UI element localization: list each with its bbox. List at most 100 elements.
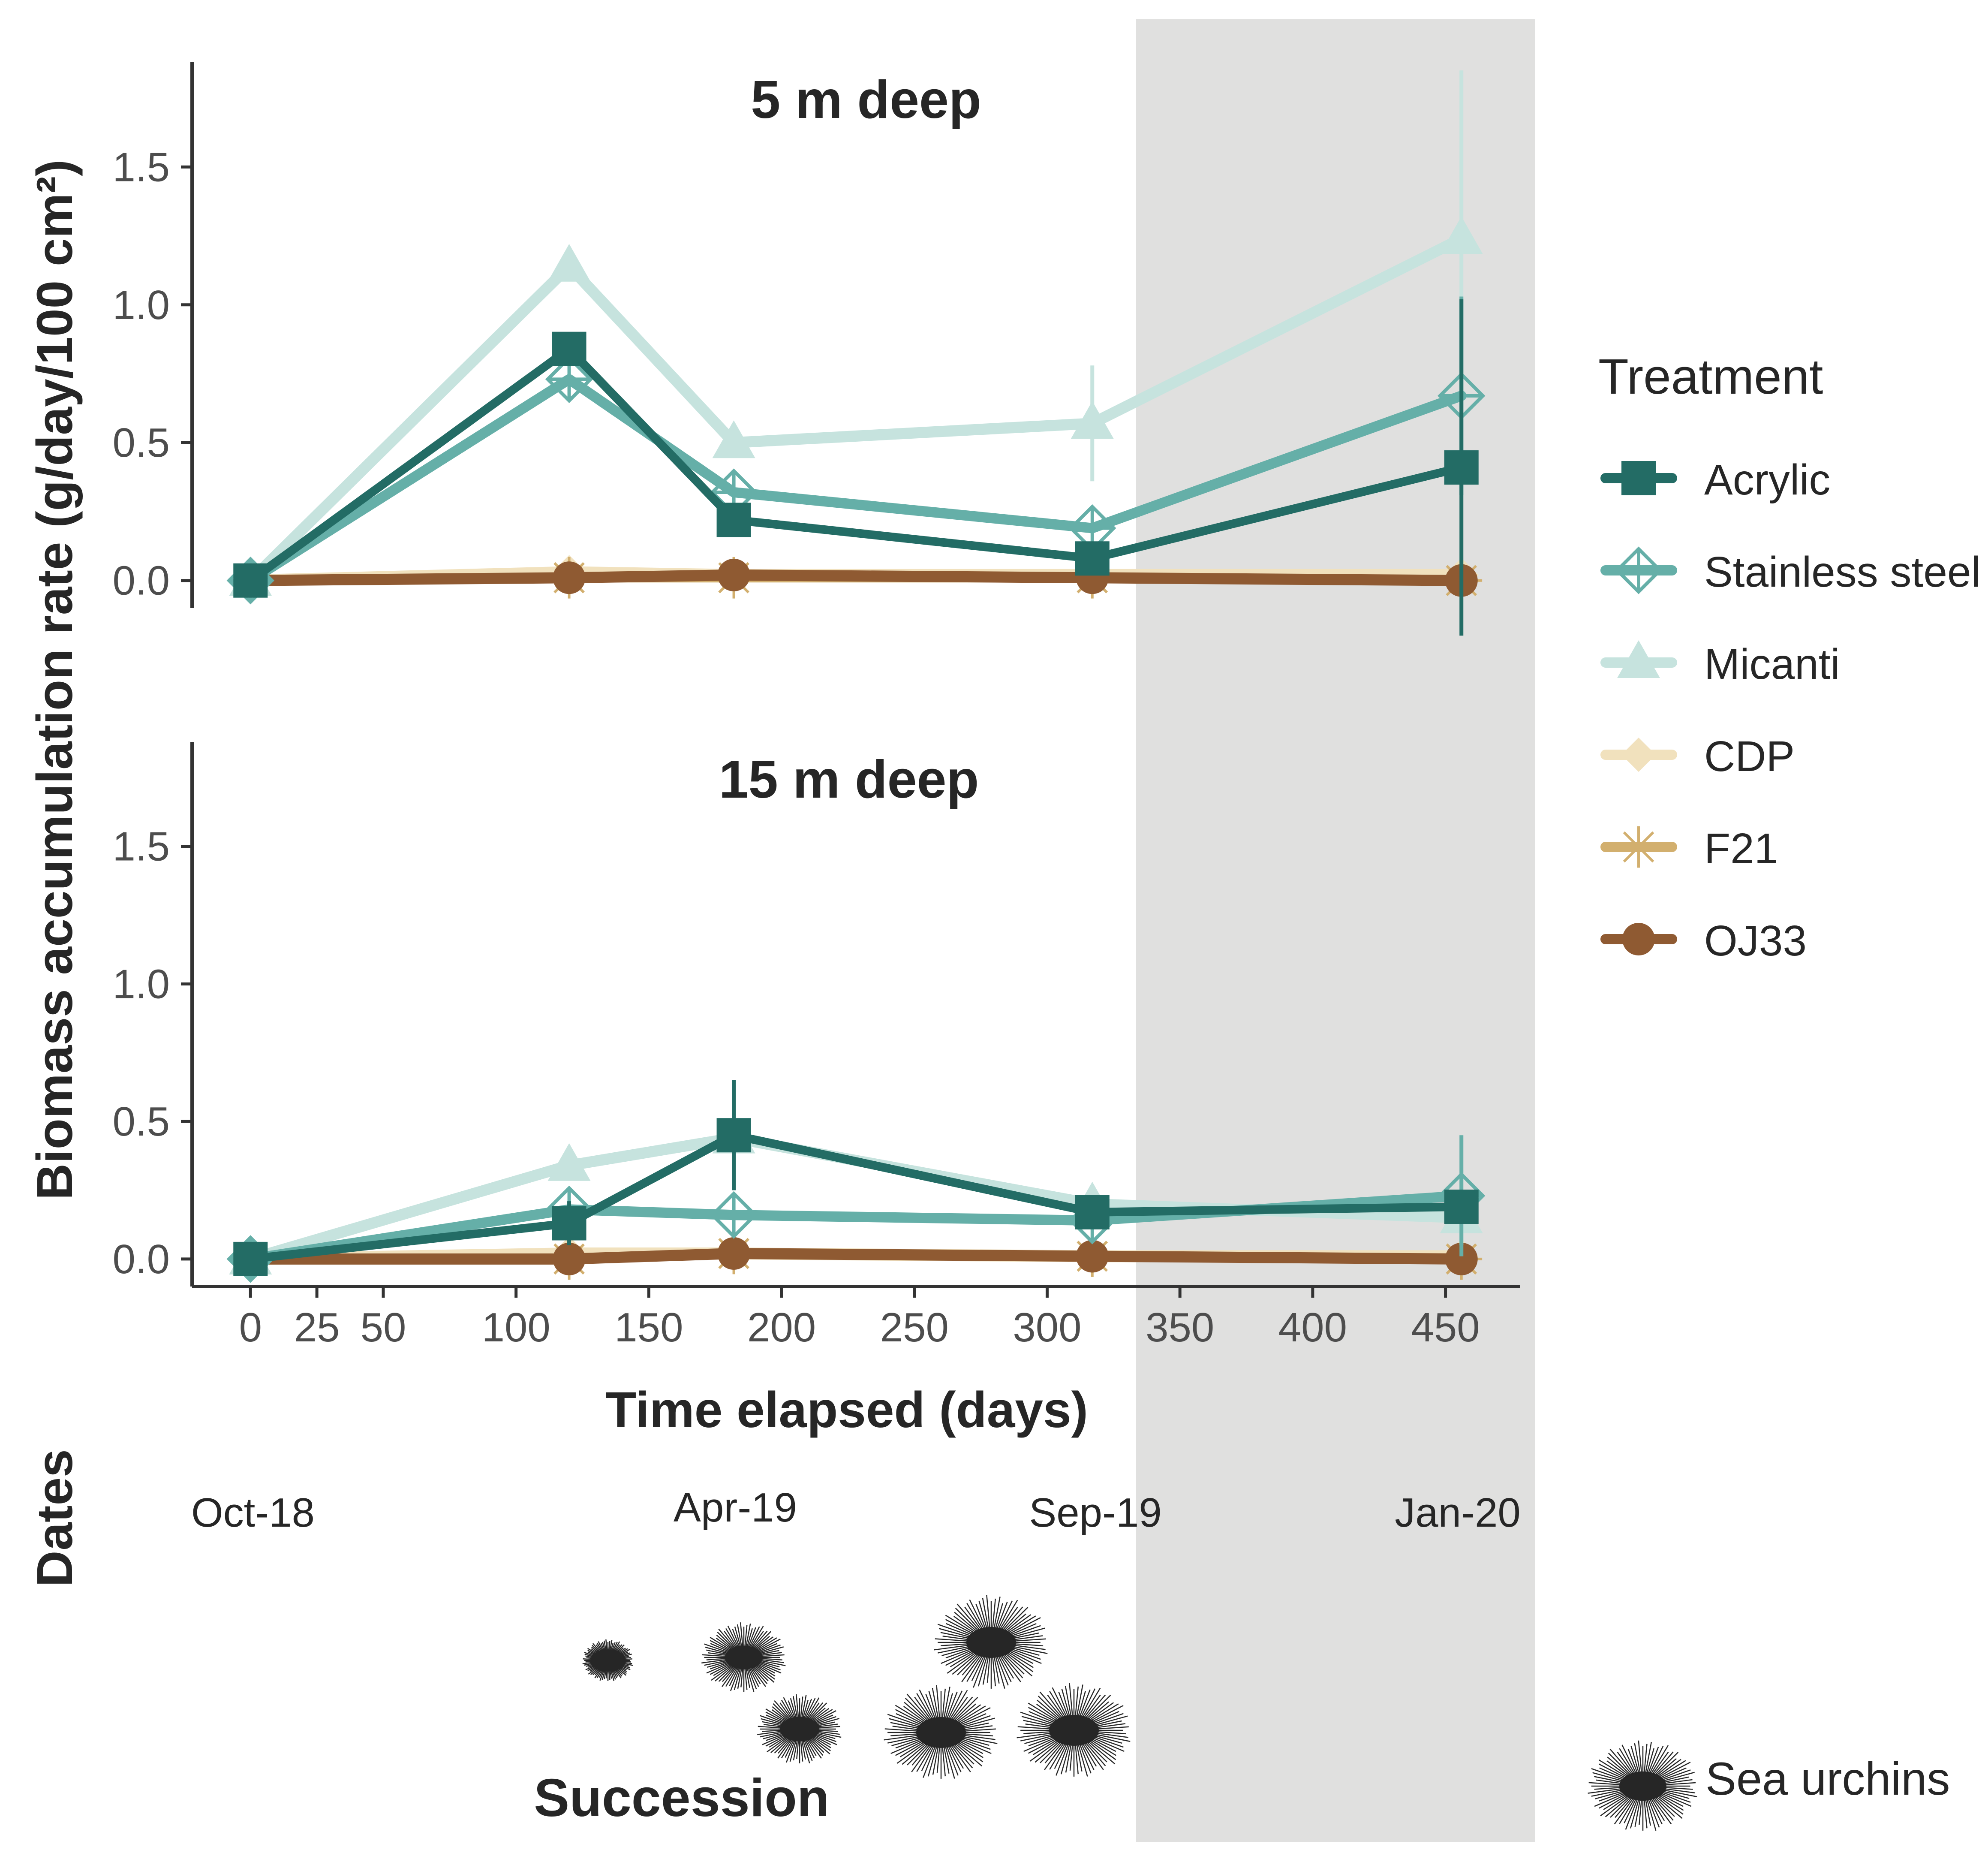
- data-point: [233, 1241, 268, 1276]
- panel-5-m-deep: 0.0 0.5 1.0 1.5 5 m deep: [113, 62, 1486, 636]
- urchin-icon: [701, 1622, 786, 1692]
- x-tick-label: 400: [1278, 1305, 1347, 1350]
- urchin-icon: [934, 1595, 1048, 1689]
- urchin-icon: [757, 1694, 842, 1764]
- y-tick-label: 0.0: [113, 558, 170, 604]
- panels: 0.0 0.5 1.0 1.5 5 m deep 0.0 0.5 1.0 1.5 0 25 50 100…: [113, 62, 1520, 1350]
- data-point: [712, 420, 755, 458]
- y-tick-label: 0.5: [113, 1099, 170, 1145]
- x-tick-label: 150: [614, 1305, 683, 1350]
- legend-label: F21: [1704, 825, 1778, 873]
- data-point: [547, 1143, 591, 1181]
- asterisk-icon: [1618, 826, 1660, 868]
- urchin-icon: [1588, 1740, 1697, 1831]
- data-point: [717, 558, 750, 591]
- legend-item-stainless-steel: Stainless steel: [1600, 546, 1981, 596]
- diamond-plus-icon: [1615, 546, 1663, 594]
- x-tick-label: 100: [482, 1305, 550, 1350]
- data-point: [553, 561, 586, 594]
- data-point: [552, 331, 586, 366]
- data-point: [553, 1242, 586, 1275]
- legend-label: OJ33: [1704, 917, 1807, 965]
- urchin-body: [595, 1652, 621, 1669]
- y-tick-label: 1.5: [113, 824, 170, 870]
- urchin-spines: [1017, 1683, 1131, 1777]
- legend-item-oj33: OJ33: [1600, 917, 1807, 965]
- series-line: [245, 569, 1467, 586]
- date-label: Jan-20: [1395, 1490, 1521, 1536]
- series-line: [245, 1248, 1467, 1265]
- data-point: [1075, 1195, 1110, 1229]
- data-point: [1071, 401, 1114, 439]
- succession-label: Succession: [534, 1769, 829, 1828]
- urchin-spines: [582, 1639, 633, 1681]
- x-tick-label: 300: [1013, 1305, 1081, 1350]
- legend-label: CDP: [1704, 732, 1795, 780]
- y-tick-label: 0.0: [113, 1236, 170, 1282]
- urchin-body: [916, 1717, 966, 1748]
- data-point: [547, 244, 591, 282]
- y-tick-label: 1.5: [113, 144, 170, 190]
- urchin-body: [725, 1645, 763, 1669]
- legend-title: Treatment: [1598, 349, 1823, 404]
- square-icon: [1621, 461, 1656, 495]
- succession-urchins: [582, 1595, 1131, 1779]
- data-point: [233, 563, 268, 598]
- data-point: [1444, 1189, 1479, 1224]
- circle-icon: [1622, 923, 1655, 955]
- y-tick-label: 0.5: [113, 420, 170, 466]
- urchin-icon: [884, 1685, 998, 1779]
- sea-urchin-key: [1588, 1740, 1697, 1831]
- urchin-spines: [757, 1694, 842, 1764]
- data-point: [716, 1118, 751, 1153]
- triangle-icon: [1617, 640, 1660, 678]
- legend-item-acrylic: Acrylic: [1600, 456, 1830, 504]
- urchin-body: [966, 1627, 1016, 1658]
- legend-label: Acrylic: [1704, 456, 1830, 504]
- x-tick-label: 450: [1411, 1305, 1480, 1350]
- x-axis-label: Time elapsed (days): [605, 1382, 1088, 1438]
- series-acrylic: [233, 1080, 1479, 1276]
- legend-item-micanti: Micanti: [1600, 640, 1840, 688]
- panel-title: 5 m deep: [751, 70, 981, 130]
- urchin-spines: [934, 1595, 1048, 1689]
- x-tick-label: 350: [1146, 1305, 1214, 1350]
- date-label: Oct-18: [191, 1490, 315, 1536]
- sea-urchins-label: Sea urchins: [1705, 1753, 1950, 1805]
- x-tick-label: 50: [361, 1305, 406, 1350]
- data-point: [1445, 1242, 1478, 1275]
- y-tick-label: 1.0: [113, 282, 170, 328]
- y-axis-label: Biomass accumulation rate (g/day/100 cm²…: [27, 160, 83, 1200]
- y-tick-label: 1.0: [113, 961, 170, 1007]
- panel-15-m-deep: 0.0 0.5 1.0 1.5 0 25 50 100 150 200 250 300 350 400 45…: [113, 742, 1520, 1350]
- urchin-body: [1049, 1715, 1099, 1746]
- data-point: [1076, 1240, 1109, 1273]
- urchin-icon: [582, 1639, 633, 1681]
- x-tick-label: 25: [294, 1305, 340, 1350]
- urchin-body: [1619, 1771, 1666, 1801]
- dates-label: Dates: [27, 1449, 83, 1587]
- x-tick-label: 0: [239, 1305, 262, 1350]
- shaded-period-region: [1136, 19, 1535, 1842]
- data-point: [552, 1206, 586, 1241]
- data-point: [716, 503, 751, 537]
- legend: Treatment Acrylic Stainless steel Micanti C…: [1598, 349, 1981, 965]
- dates-row: Oct-18 Apr-19 Sep-19 Jan-20: [191, 1485, 1521, 1536]
- legend-item-f21: F21: [1600, 825, 1778, 873]
- panel-title: 15 m deep: [719, 750, 979, 809]
- series-acrylic: [233, 299, 1479, 636]
- data-point: [717, 1237, 750, 1270]
- urchin-body: [780, 1717, 819, 1741]
- urchin-spines: [1588, 1740, 1697, 1831]
- legend-label: Stainless steel: [1704, 548, 1981, 596]
- data-point: [710, 1191, 758, 1239]
- x-tick-label: 200: [747, 1305, 816, 1350]
- urchin-spines: [701, 1622, 786, 1692]
- data-point: [1075, 541, 1110, 576]
- date-label: Sep-19: [1029, 1490, 1162, 1536]
- data-point: [1444, 450, 1479, 485]
- date-label: Apr-19: [674, 1485, 797, 1531]
- urchin-icon: [1017, 1683, 1131, 1777]
- urchin-spines: [884, 1685, 998, 1779]
